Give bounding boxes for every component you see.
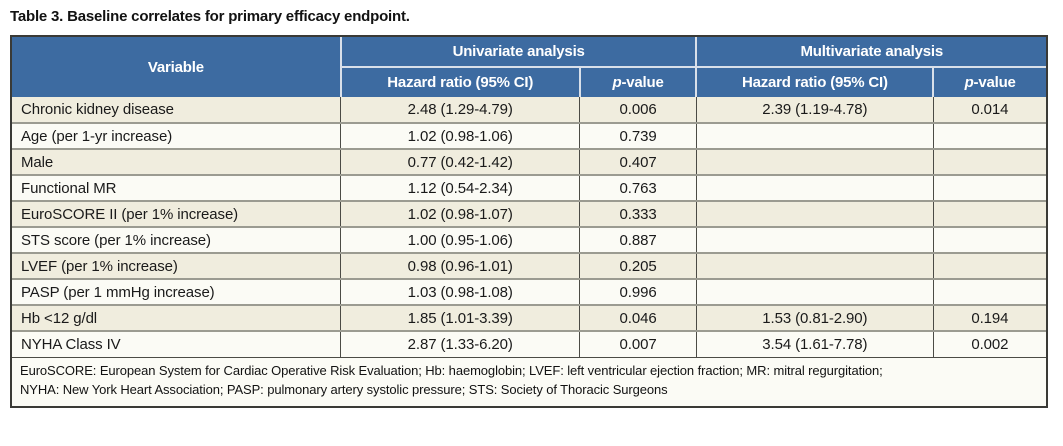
variable-cell: PASP (per 1 mmHg increase) xyxy=(12,278,341,305)
p-value-italic-p: p xyxy=(612,74,622,91)
univariate-p-value-cell: 0.333 xyxy=(579,200,697,227)
univariate-hazard-ratio-cell: 2.87 (1.33-6.20) xyxy=(340,330,580,357)
table-row: Chronic kidney disease 2.48 (1.29-4.79) 0.… xyxy=(12,97,1046,123)
univariate-hazard-ratio-cell: 0.98 (0.96-1.01) xyxy=(340,252,580,279)
p-value-rest: -value xyxy=(973,74,1016,91)
univariate-hazard-ratio-cell: 1.02 (0.98-1.07) xyxy=(340,200,580,227)
variable-cell: Chronic kidney disease xyxy=(12,97,341,123)
variable-cell: NYHA Class IV xyxy=(12,330,341,357)
variable-cell: EuroSCORE II (per 1% increase) xyxy=(12,200,341,227)
column-header-variable: Variable xyxy=(12,37,341,97)
multivariate-hazard-ratio-cell xyxy=(695,252,934,279)
multivariate-p-value-cell xyxy=(932,200,1046,227)
univariate-p-value-cell: 0.205 xyxy=(579,252,697,279)
multivariate-p-value-cell xyxy=(932,174,1046,201)
p-value-italic-p: p xyxy=(964,74,974,91)
multivariate-hazard-ratio-cell xyxy=(695,122,934,149)
univariate-p-value-cell: 0.763 xyxy=(579,174,697,201)
multivariate-hazard-ratio-cell: 1.53 (0.81-2.90) xyxy=(695,304,934,331)
table-row: STS score (per 1% increase) 1.00 (0.95-1.… xyxy=(12,226,1046,253)
multivariate-hazard-ratio-cell xyxy=(695,278,934,305)
table-row: EuroSCORE II (per 1% increase) 1.02 (0.98… xyxy=(12,200,1046,227)
column-header-multivariate-p-value: p-value xyxy=(932,67,1046,97)
univariate-p-value-cell: 0.739 xyxy=(579,122,697,149)
multivariate-p-value-cell: 0.002 xyxy=(932,330,1046,357)
variable-cell: STS score (per 1% increase) xyxy=(12,226,341,253)
table-row: Functional MR 1.12 (0.54-2.34) 0.763 xyxy=(12,174,1046,201)
table-row: Hb <12 g/dl 1.85 (1.01-3.39) 0.046 1.53 (0.… xyxy=(12,304,1046,331)
univariate-p-value-cell: 0.407 xyxy=(579,148,697,175)
multivariate-hazard-ratio-cell xyxy=(695,148,934,175)
table-row: LVEF (per 1% increase) 0.98 (0.96-1.01) 0.… xyxy=(12,252,1046,279)
multivariate-p-value-cell xyxy=(932,122,1046,149)
multivariate-p-value-cell xyxy=(932,278,1046,305)
variable-cell: Male xyxy=(12,148,341,175)
univariate-hazard-ratio-cell: 2.48 (1.29-4.79) xyxy=(340,97,580,123)
multivariate-hazard-ratio-cell xyxy=(695,200,934,227)
column-header-multivariate-hazard-ratio: Hazard ratio (95% CI) xyxy=(695,67,934,97)
univariate-hazard-ratio-cell: 0.77 (0.42-1.42) xyxy=(340,148,580,175)
variable-cell: Age (per 1-yr increase) xyxy=(12,122,341,149)
table-row: Male 0.77 (0.42-1.42) 0.407 xyxy=(12,148,1046,175)
p-value-rest: -value xyxy=(621,74,664,91)
univariate-hazard-ratio-cell: 1.02 (0.98-1.06) xyxy=(340,122,580,149)
multivariate-p-value-cell xyxy=(932,252,1046,279)
column-header-univariate-p-value: p-value xyxy=(578,67,697,97)
table-row: NYHA Class IV 2.87 (1.33-6.20) 0.007 3.54 (… xyxy=(12,330,1046,357)
table-row: Age (per 1-yr increase) 1.02 (0.98-1.06) 0… xyxy=(12,122,1046,149)
univariate-hazard-ratio-cell: 1.85 (1.01-3.39) xyxy=(340,304,580,331)
univariate-p-value-cell: 0.887 xyxy=(579,226,697,253)
univariate-p-value-cell: 0.046 xyxy=(579,304,697,331)
table-footnote: EuroSCORE: European System for Cardiac O… xyxy=(12,357,1046,406)
univariate-hazard-ratio-cell: 1.03 (0.98-1.08) xyxy=(340,278,580,305)
footnote-line-2: NYHA: New York Heart Association; PASP: … xyxy=(20,381,668,397)
header-group-row: Variable Univariate analysis Multivariat… xyxy=(12,37,1046,97)
header-sub-row: Hazard ratio (95% CI) p-value Hazard rat… xyxy=(12,67,1046,97)
multivariate-hazard-ratio-cell: 2.39 (1.19-4.78) xyxy=(695,97,934,123)
univariate-p-value-cell: 0.006 xyxy=(579,97,697,123)
column-group-multivariate: Multivariate analysis xyxy=(695,37,1046,68)
multivariate-p-value-cell xyxy=(932,226,1046,253)
univariate-p-value-cell: 0.007 xyxy=(579,330,697,357)
table-body: Chronic kidney disease 2.48 (1.29-4.79) 0.… xyxy=(12,97,1046,357)
table-frame: Variable Univariate analysis Multivariat… xyxy=(10,35,1048,408)
footnote-line-1: EuroSCORE: European System for Cardiac O… xyxy=(20,363,883,378)
multivariate-p-value-cell: 0.194 xyxy=(932,304,1046,331)
univariate-p-value-cell: 0.996 xyxy=(579,278,697,305)
column-group-univariate: Univariate analysis xyxy=(339,37,697,68)
multivariate-hazard-ratio-cell: 3.54 (1.61-7.78) xyxy=(695,330,934,357)
multivariate-hazard-ratio-cell xyxy=(695,226,934,253)
table-title: Table 3. Baseline correlates for primary… xyxy=(10,8,410,25)
univariate-hazard-ratio-cell: 1.00 (0.95-1.06) xyxy=(340,226,580,253)
column-header-univariate-hazard-ratio: Hazard ratio (95% CI) xyxy=(339,67,580,97)
baseline-correlates-table: Variable Univariate analysis Multivariat… xyxy=(12,37,1046,357)
variable-cell: Functional MR xyxy=(12,174,341,201)
multivariate-p-value-cell: 0.014 xyxy=(932,97,1046,123)
variable-cell: LVEF (per 1% increase) xyxy=(12,252,341,279)
multivariate-p-value-cell xyxy=(932,148,1046,175)
variable-cell: Hb <12 g/dl xyxy=(12,304,341,331)
table-header: Variable Univariate analysis Multivariat… xyxy=(12,37,1046,97)
univariate-hazard-ratio-cell: 1.12 (0.54-2.34) xyxy=(340,174,580,201)
multivariate-hazard-ratio-cell xyxy=(695,174,934,201)
table-row: PASP (per 1 mmHg increase) 1.03 (0.98-1.0… xyxy=(12,278,1046,305)
